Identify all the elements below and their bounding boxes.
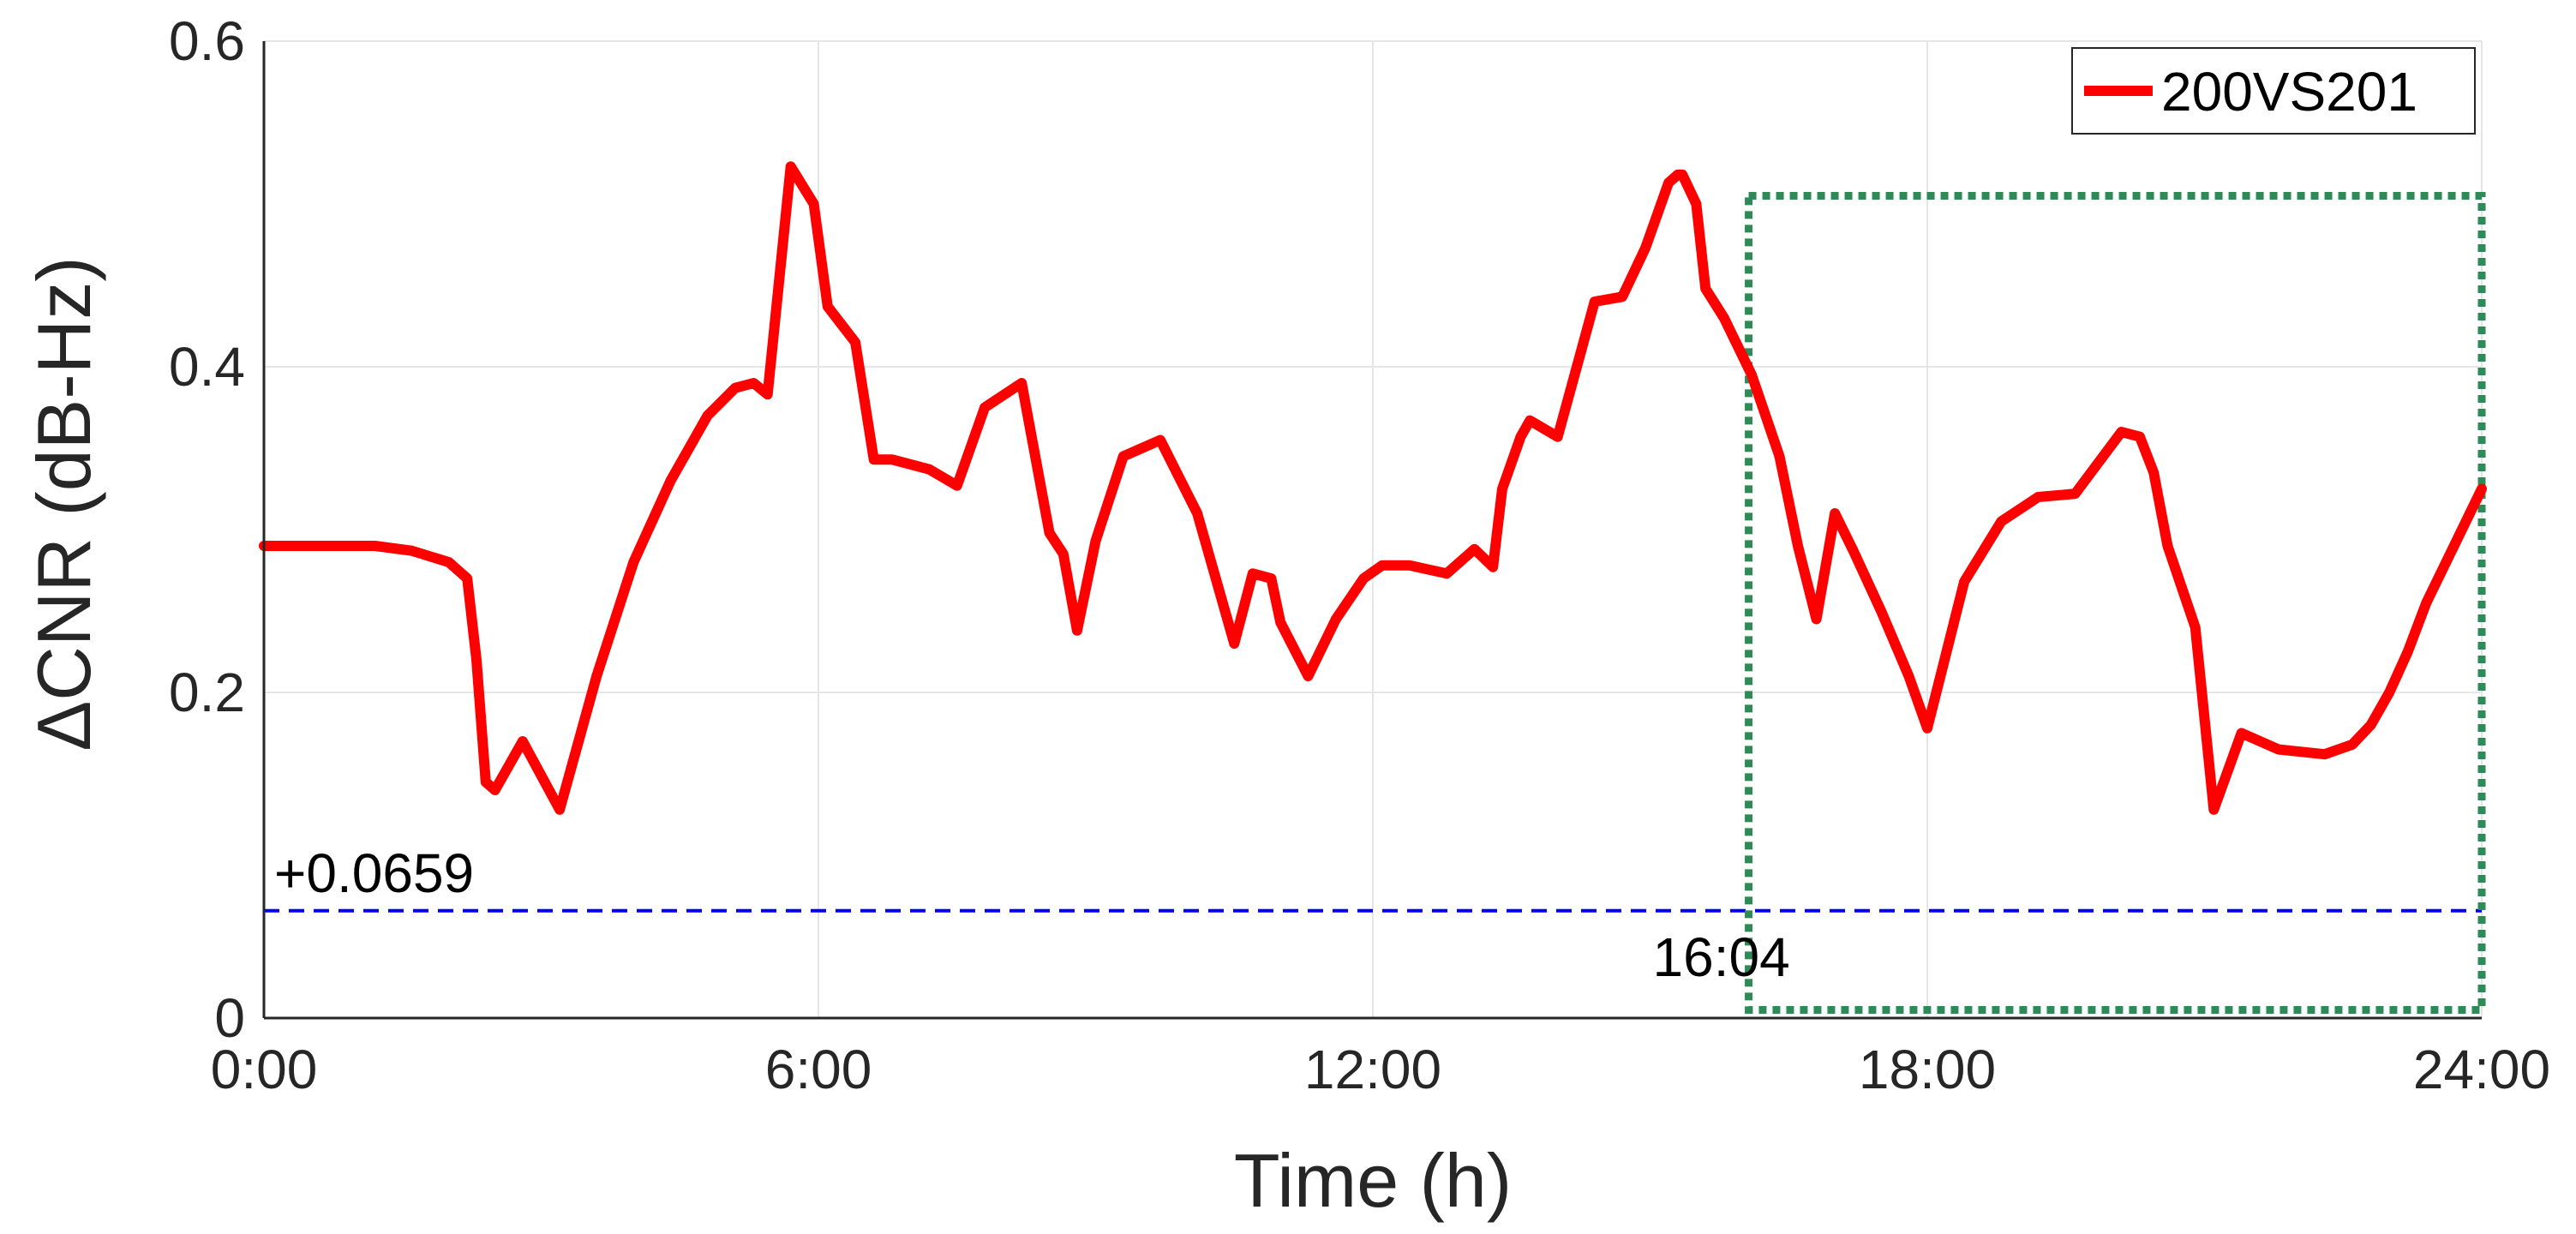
y-tick-label: 0 [214,987,245,1049]
reference-line-label: +0.0659 [274,842,474,904]
x-tick-label: 24:00 [2413,1039,2550,1100]
x-tick-label: 12:00 [1304,1039,1441,1100]
legend-entry-200VS201: 200VS201 [2161,61,2417,123]
y-tick-labels: 0 0.2 0.4 0.6 [169,10,245,1049]
y-tick-label: 0.4 [169,336,245,398]
series-line-200VS201 [259,161,2487,815]
y-axis-title: ΔCNR (dB-Hz) [21,257,106,752]
y-tick-label: 0.6 [169,10,245,72]
highlight-box-label: 16:04 [1653,926,1790,988]
highlight-box [1745,192,2486,1014]
y-tick-label: 0.2 [169,662,245,723]
x-tick-label: 6:00 [765,1039,872,1100]
x-tick-label: 18:00 [1859,1039,1996,1100]
legend: 200VS201 [2071,47,2476,135]
x-axis-title: Time (h) [1234,1138,1512,1223]
x-tick-label: 0:00 [211,1039,318,1100]
plot-area [259,161,2487,1014]
x-tick-labels: 0:00 6:00 12:00 18:00 24:00 [211,1039,2550,1100]
